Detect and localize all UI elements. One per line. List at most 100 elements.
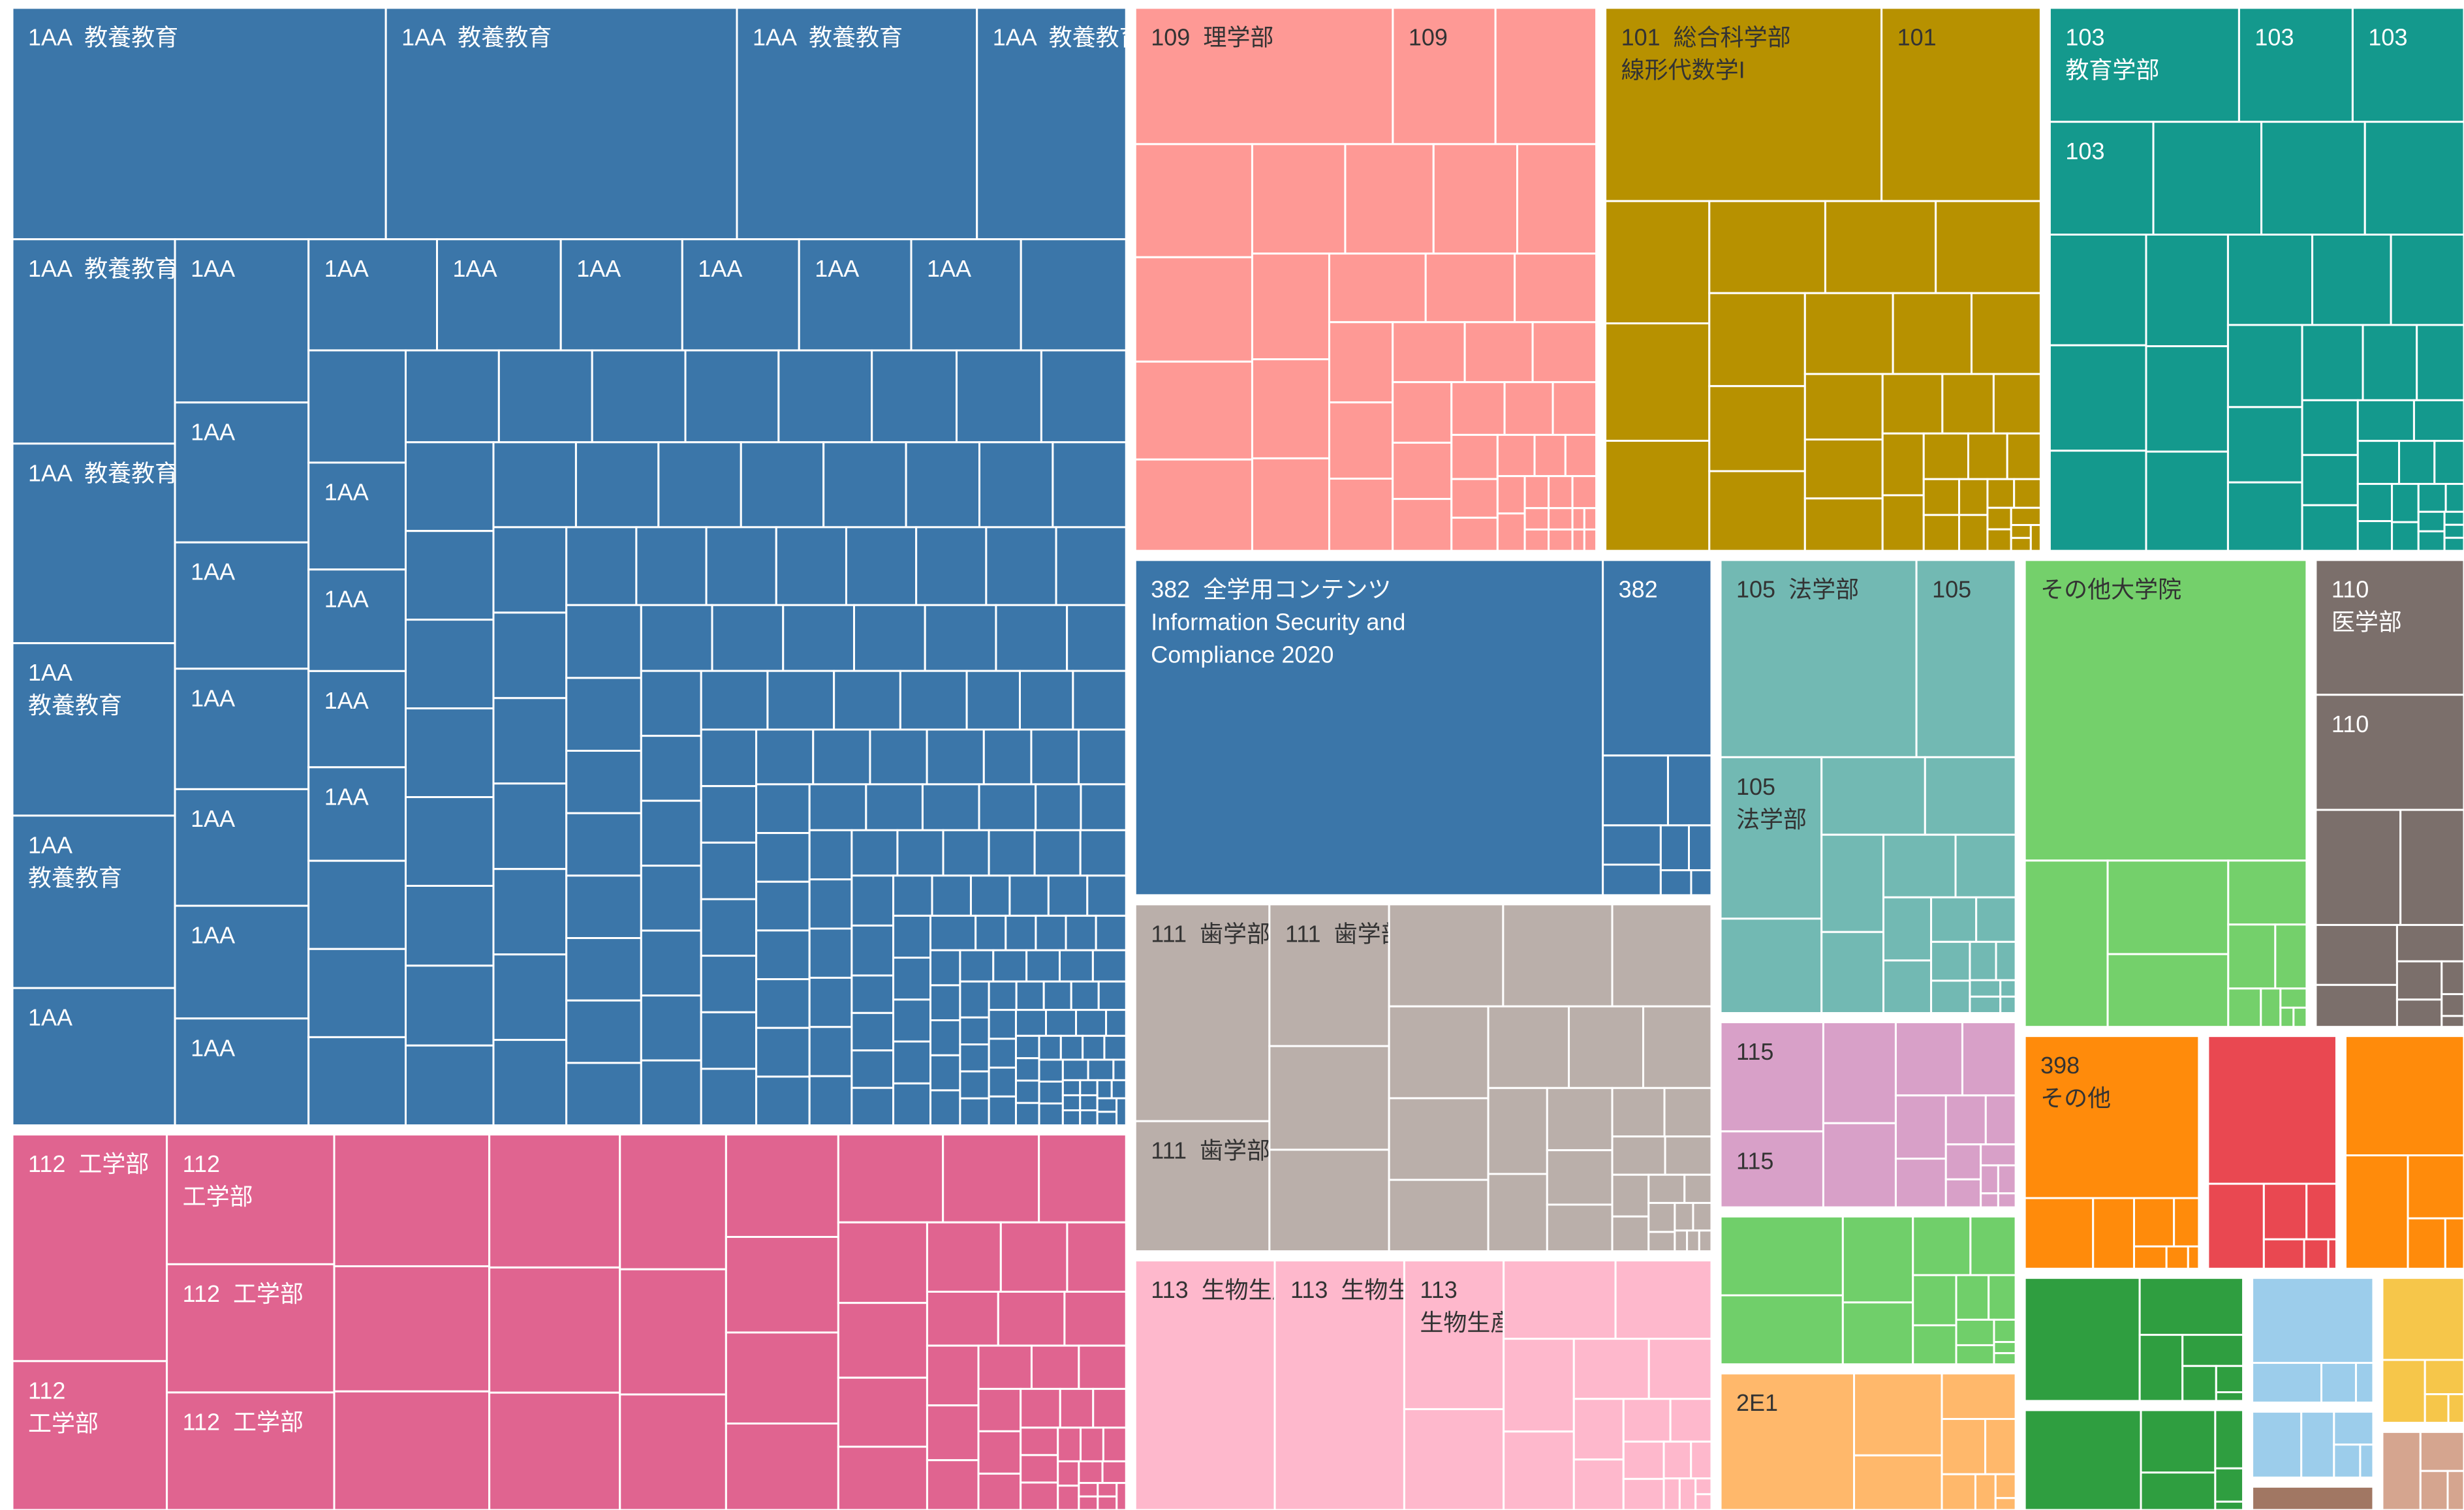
tile	[1392, 441, 1453, 501]
tile	[1082, 1034, 1106, 1061]
tile-label: 109 理学部	[1151, 24, 1273, 51]
tile	[1070, 980, 1100, 1011]
tile	[1841, 1215, 1914, 1304]
tile	[1388, 903, 1505, 1008]
tile	[640, 994, 702, 1062]
tile	[2226, 406, 2303, 484]
tile	[1548, 507, 1574, 531]
tile	[2305, 1182, 2337, 1240]
tile-label-box: 103	[2254, 24, 2294, 51]
tile	[2443, 536, 2464, 552]
tile	[2315, 923, 2398, 986]
tile-label: 113	[1420, 1276, 1457, 1303]
tile	[1273, 1259, 1405, 1510]
tile	[1571, 507, 1585, 531]
tile	[775, 526, 847, 606]
tile	[307, 859, 407, 950]
tile	[1994, 1473, 2017, 1500]
tile	[2214, 1467, 2245, 1503]
tile	[492, 611, 568, 700]
tile	[640, 735, 702, 802]
tile	[1450, 381, 1506, 436]
tile-label: 1AA	[927, 255, 971, 282]
tile	[2207, 1182, 2265, 1270]
tile-label: 112 工学部	[28, 1150, 149, 1177]
tile	[1061, 1058, 1089, 1081]
tile	[2407, 1154, 2464, 1220]
tile	[1080, 783, 1127, 831]
treemap-group: 1AA 教養教育 1AA 教養教育 1AA 教養教育 1AA 教養教育 1AA 教養教育…	[11, 7, 1127, 1127]
tile	[850, 1086, 895, 1127]
tile-label-box: 115	[1736, 1038, 1773, 1065]
tile	[1388, 1179, 1489, 1253]
tile	[307, 238, 439, 352]
tile	[1328, 321, 1394, 404]
tile	[2023, 1276, 2141, 1402]
tile	[1134, 256, 1253, 363]
tile	[1055, 526, 1127, 606]
tile	[640, 865, 702, 932]
tile-label-box: 1AA	[191, 1034, 235, 1061]
tile-label-box: 2E1	[1736, 1389, 1778, 1416]
tile	[565, 677, 642, 752]
tile	[619, 1133, 727, 1271]
tile	[174, 1017, 310, 1127]
tile-label: 教養教育	[28, 692, 122, 718]
tile	[1690, 869, 1713, 897]
tile	[1087, 1058, 1115, 1081]
tile	[1103, 1034, 1127, 1061]
tile	[1061, 1109, 1082, 1127]
tile	[1881, 373, 1944, 435]
tile	[1912, 1215, 1972, 1276]
tile-label: 105	[1932, 576, 1971, 603]
tile	[755, 880, 811, 932]
tile	[2424, 1359, 2464, 1396]
tile	[1664, 1135, 1713, 1176]
tile-label: 112 工学部	[183, 1280, 304, 1307]
tile	[1841, 1301, 1914, 1366]
tile	[995, 604, 1068, 672]
tile	[174, 238, 310, 404]
tile	[640, 604, 713, 672]
tile	[565, 874, 642, 940]
tile	[1328, 253, 1427, 324]
tile	[1882, 959, 1933, 1014]
tile	[1666, 754, 1713, 827]
tile	[1997, 1192, 2017, 1209]
tile	[1496, 433, 1536, 478]
tile-label: 1AA 教養教育	[28, 255, 178, 282]
tile-label-box: 111 歯学部	[1151, 1137, 1270, 1164]
tile-label: 112	[28, 1377, 65, 1404]
tile	[1268, 1045, 1390, 1151]
tile	[1894, 1094, 1947, 1160]
tile	[1604, 200, 1711, 325]
tile	[1803, 292, 1894, 375]
tile-label: 109	[1409, 24, 1448, 51]
tile	[2279, 987, 2308, 1009]
tile	[850, 974, 895, 1014]
tile	[1038, 1058, 1064, 1083]
tile	[166, 1133, 335, 1265]
tile	[1066, 604, 1127, 672]
tile	[11, 442, 176, 645]
tile-label-box: 1AA	[698, 255, 742, 282]
tile	[1708, 385, 1806, 472]
tile	[1096, 1097, 1118, 1113]
tile-label: 生物生産	[1420, 1309, 1514, 1336]
tile-label-box: 110 医学部	[2331, 576, 2402, 636]
tile	[926, 1290, 999, 1347]
tile	[2315, 983, 2398, 1028]
tile	[2132, 1197, 2175, 1248]
tile	[929, 949, 961, 987]
tile	[2441, 1015, 2464, 1028]
tile	[2023, 559, 2308, 862]
tile	[1014, 1034, 1040, 1060]
tile	[1061, 1094, 1082, 1111]
tile	[2181, 1364, 2217, 1402]
tile	[2395, 960, 2443, 1001]
tile	[405, 441, 495, 532]
tile	[11, 987, 176, 1127]
tile-label-box: 1AA	[324, 783, 369, 810]
tile	[1328, 401, 1394, 480]
